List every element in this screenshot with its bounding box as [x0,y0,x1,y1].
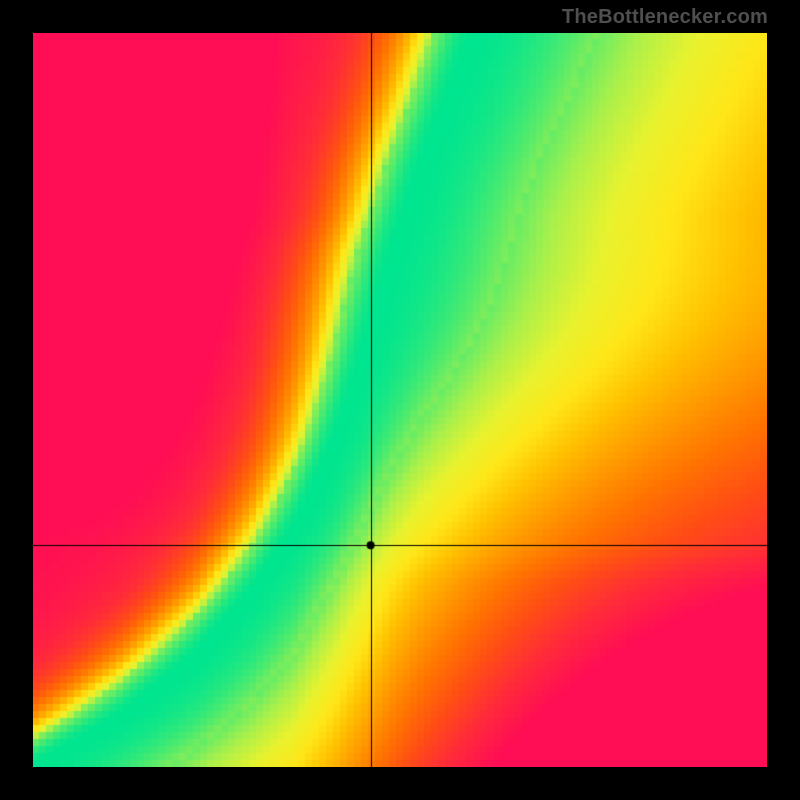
heatmap-canvas [33,33,767,767]
plot-area [33,33,767,767]
figure-root: TheBottlenecker.com [0,0,800,800]
watermark-text: TheBottlenecker.com [562,6,768,29]
